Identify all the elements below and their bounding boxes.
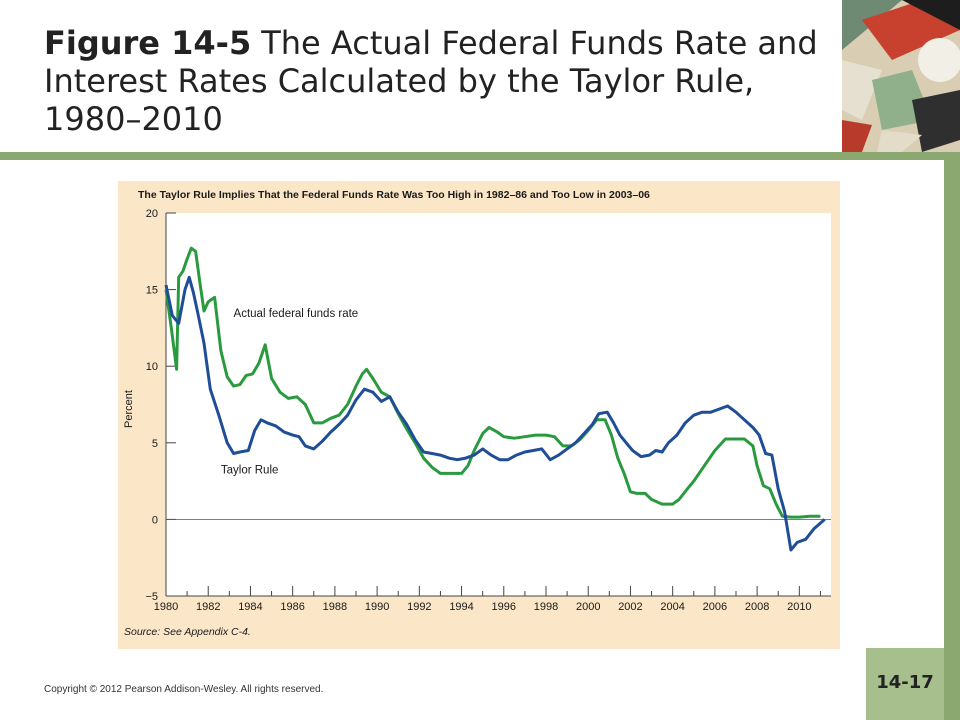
page-number: 14-17 [876,672,934,693]
x-tick-label: 2004 [660,601,684,613]
x-tick-label: 2010 [787,601,811,613]
green-divider-band [0,152,960,160]
x-tick-label: 1994 [449,601,473,613]
chart-title: The Taylor Rule Implies That the Federal… [138,189,650,201]
chart-panel: The Taylor Rule Implies That the Federal… [118,181,840,649]
series-line-actual-federal-funds-rate [164,246,821,519]
figure-label: Figure 14-5 [44,24,252,62]
x-tick-label: 2006 [703,601,727,613]
y-tick-label: 10 [146,361,158,373]
x-tick-label: 2000 [576,601,600,613]
annotation-taylor-rule: Taylor Rule [221,464,279,476]
x-axis: 1980 1982 1984 1986 1988 1990 1992 1994 1996 1998… [154,586,821,613]
x-tick-label: 1982 [196,601,220,613]
page-number-box [866,648,944,720]
x-tick-label: 1986 [280,601,304,613]
x-tick-label: 2002 [618,601,642,613]
plot-area [166,213,831,596]
y-axis: −5 0 5 10 15 20 [145,208,176,603]
decorative-artwork [842,0,960,152]
federal-funds-chart: The Taylor Rule Implies That the Federal… [118,181,840,649]
y-tick-label: 20 [146,208,158,220]
x-tick-label: 1984 [238,601,262,613]
y-tick-label: −5 [145,591,158,603]
x-tick-label: 1996 [492,601,516,613]
x-tick-label: 1980 [154,601,178,613]
series-layer [164,246,826,552]
x-tick-label: 1998 [534,601,558,613]
annotation-actual-federal-funds-rate: Actual federal funds rate [234,308,359,320]
y-tick-label: 15 [146,285,158,297]
x-tick-label: 1988 [323,601,347,613]
figure-title: The Actual Federal Funds Rate and Intere… [44,24,818,138]
right-accent-bar [944,152,960,720]
copyright-notice: Copyright © 2012 Pearson Addison-Wesley.… [44,684,324,695]
chart-source: Source: See Appendix C-4. [124,626,251,638]
y-tick-label: 0 [152,514,158,526]
y-axis-label: Percent [123,390,135,428]
y-tick-label: 5 [152,438,158,450]
x-tick-label: 1992 [407,601,431,613]
series-line-taylor-rule [164,275,826,552]
slide-title: Figure 14-5 The Actual Federal Funds Rate… [44,24,824,138]
x-tick-label: 1990 [365,601,389,613]
x-tick-label: 2008 [745,601,769,613]
